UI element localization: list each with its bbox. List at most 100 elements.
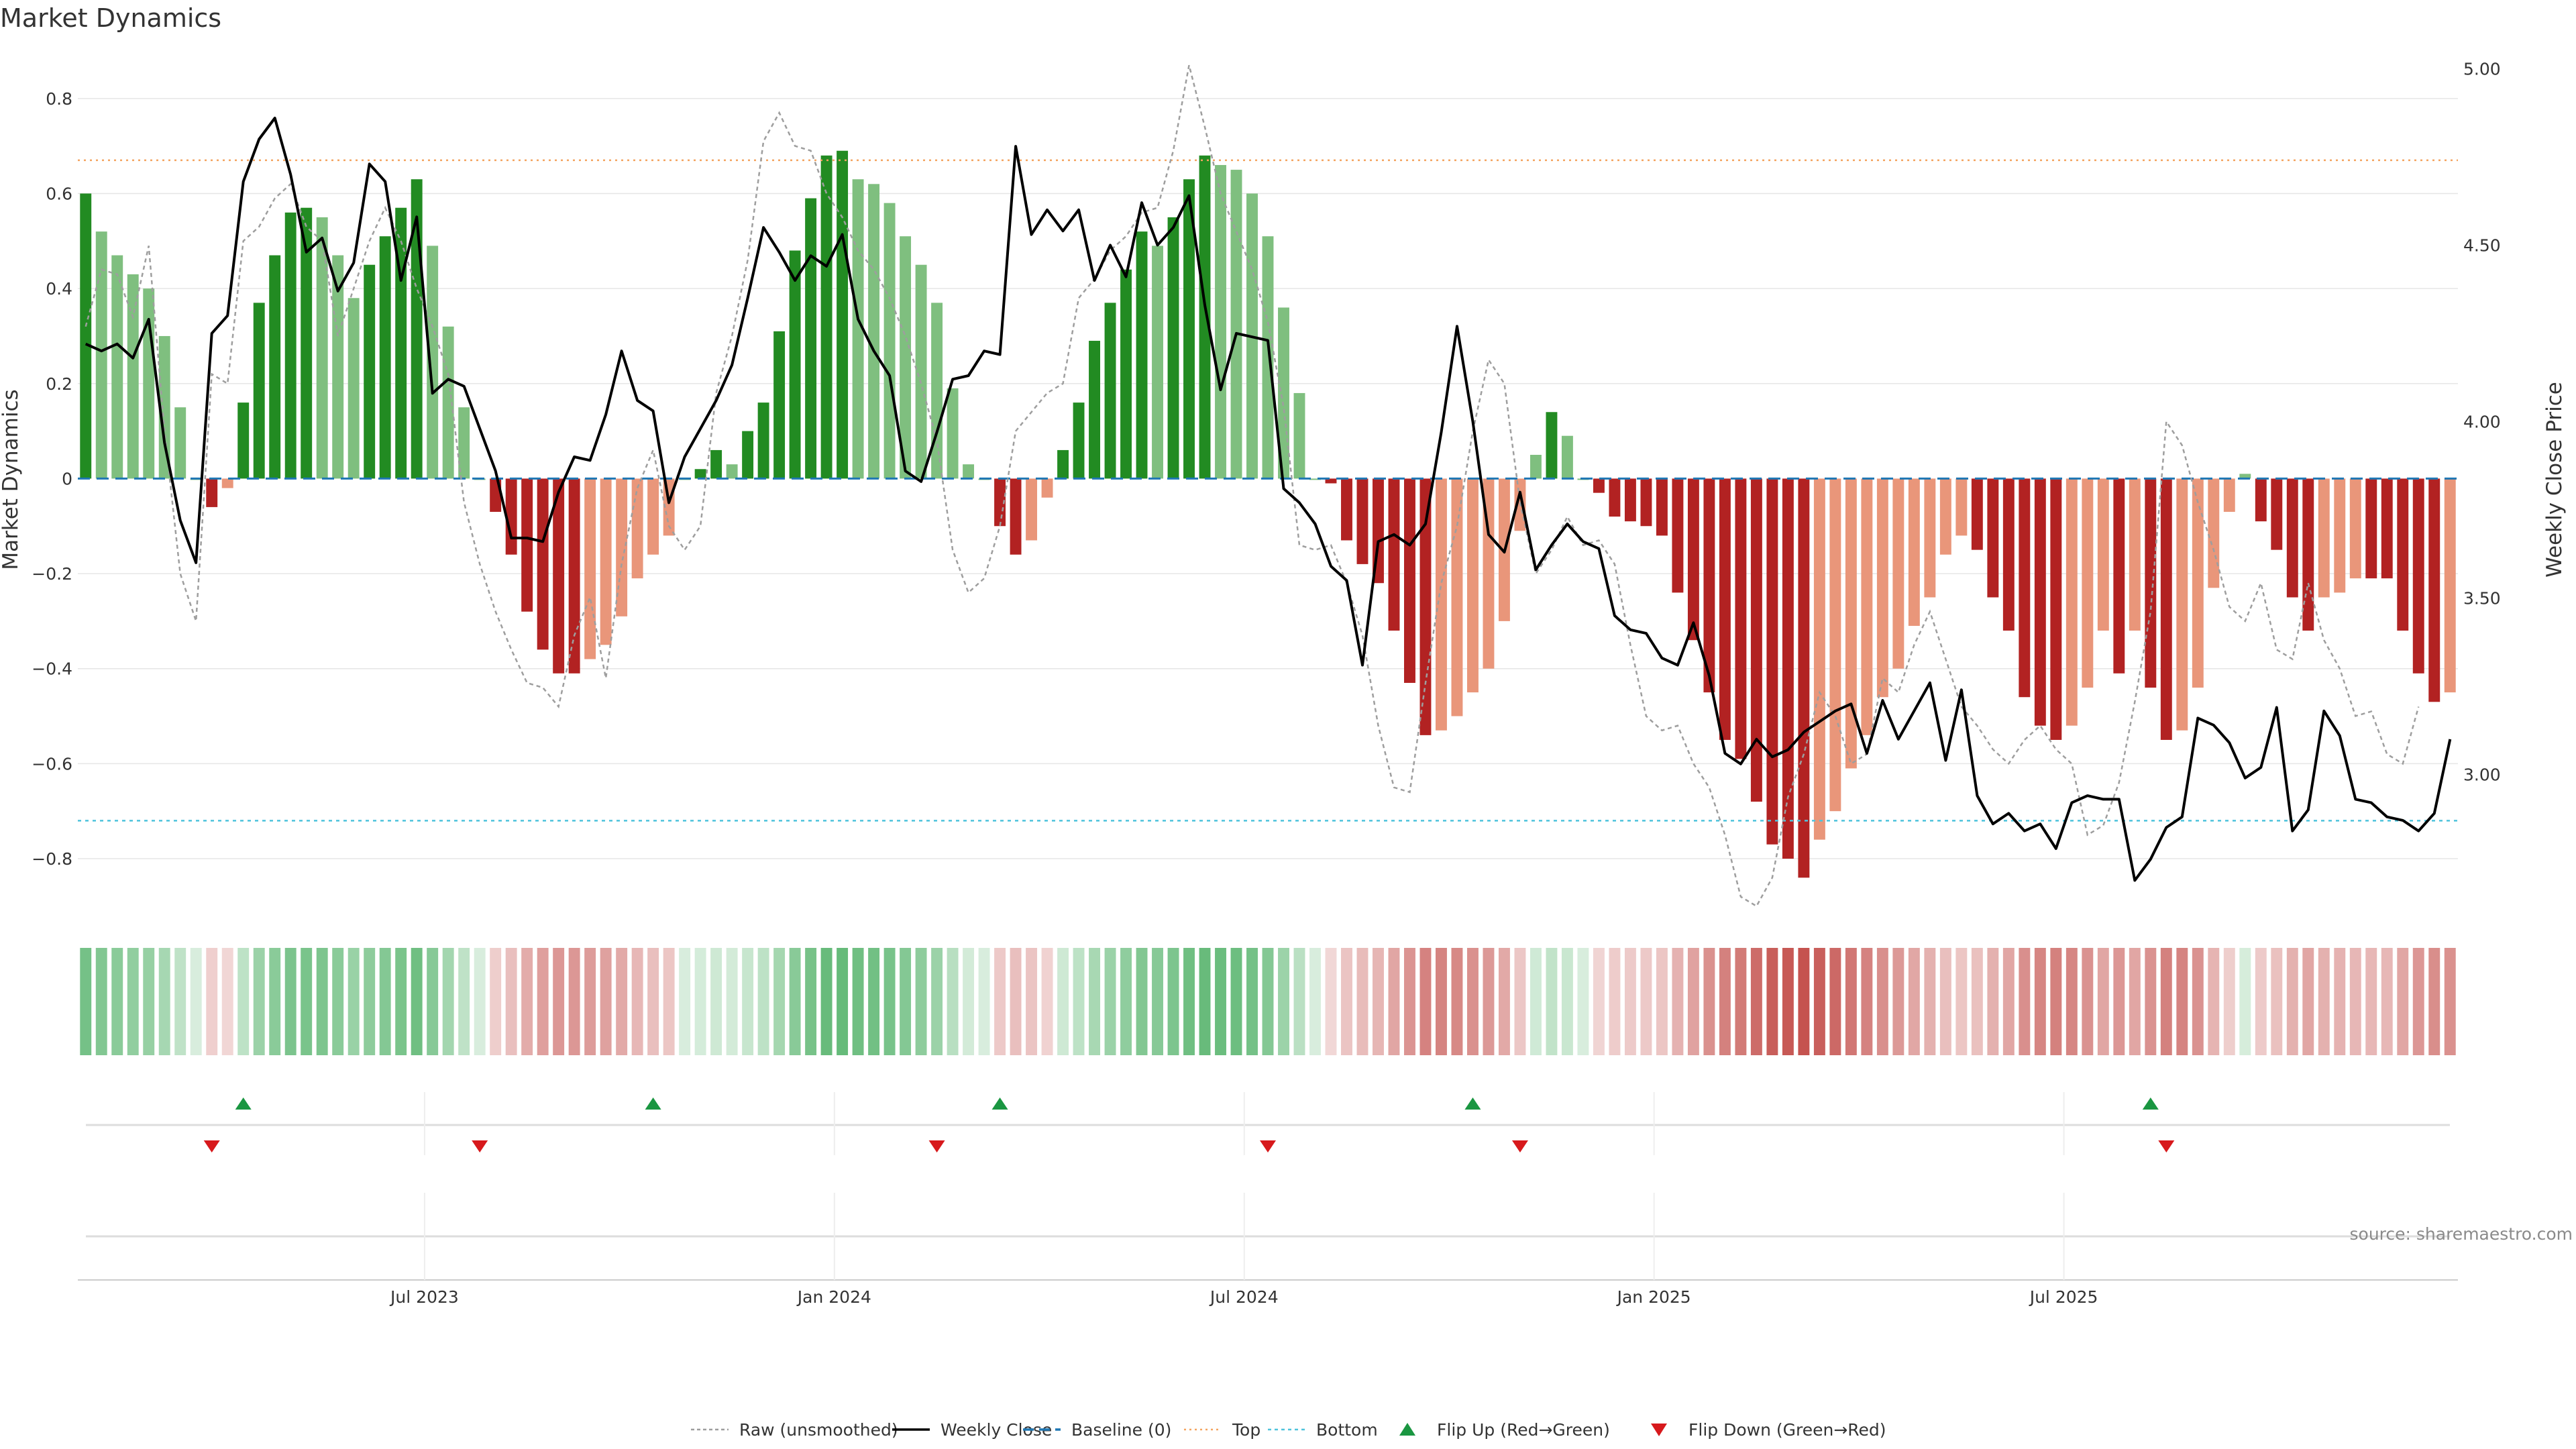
heat-cell: [2271, 948, 2283, 1055]
dynamics-bar: [1908, 478, 1920, 626]
legend-item: Top: [1184, 1420, 1260, 1440]
heat-cell: [505, 948, 517, 1055]
heat-cell: [537, 948, 549, 1055]
dynamics-bar: [2349, 478, 2361, 579]
dynamics-bar: [458, 407, 470, 479]
heat-cell: [1356, 948, 1368, 1055]
dynamics-bar: [1719, 478, 1731, 740]
y2-tick-label: 3.00: [2463, 765, 2501, 785]
heat-cell: [868, 948, 880, 1055]
dynamics-bar: [1561, 435, 1573, 479]
flip-down-marker: [1260, 1140, 1276, 1152]
heat-cell: [1404, 948, 1415, 1055]
dynamics-bar: [1215, 164, 1226, 479]
dynamics-bar: [1876, 478, 1888, 698]
dynamics-bar: [537, 478, 549, 650]
heat-strip: [80, 948, 2456, 1055]
dynamics-bar: [1325, 478, 1337, 484]
heat-cell: [1278, 948, 1289, 1055]
flip-down-marker: [203, 1140, 220, 1152]
legend-item: Baseline (0): [1023, 1420, 1171, 1440]
heat-cell: [1656, 948, 1668, 1055]
heat-cell: [1183, 948, 1195, 1055]
dynamics-bar: [2002, 478, 2015, 631]
legend-item: Raw (unsmoothed): [691, 1420, 898, 1440]
dynamics-bar: [80, 193, 92, 479]
heat-cell: [1609, 948, 1621, 1055]
heat-cell: [1152, 948, 1163, 1055]
heat-cell: [1672, 948, 1684, 1055]
dynamics-bar: [2444, 478, 2456, 693]
flip-up-marker: [235, 1097, 252, 1110]
heat-cell: [852, 948, 864, 1055]
heat-cell: [1529, 948, 1542, 1055]
heat-cell: [521, 948, 533, 1055]
dynamics-bar: [127, 274, 139, 479]
dynamics-bar: [1136, 231, 1148, 479]
heat-cell: [2113, 948, 2125, 1055]
heat-cell: [1924, 948, 1936, 1055]
dynamics-bar: [2318, 478, 2330, 598]
dynamics-bar: [2286, 478, 2298, 598]
dynamics-bar: [1293, 392, 1305, 479]
heat-cell: [1136, 948, 1148, 1055]
dynamics-bar: [174, 407, 186, 479]
heat-cell: [95, 948, 107, 1055]
heat-cell: [316, 948, 328, 1055]
heat-cell: [1766, 948, 1778, 1055]
heat-cell: [2444, 948, 2456, 1055]
series-lines: [85, 64, 2452, 908]
y-tick-label: −0.8: [32, 849, 72, 869]
heat-cell: [2334, 948, 2346, 1055]
legend-label: Bottom: [1316, 1420, 1378, 1440]
heat-cell: [2019, 948, 2031, 1055]
dynamics-bar: [2255, 478, 2267, 522]
heat-cell: [2412, 948, 2424, 1055]
heat-cell: [2428, 948, 2440, 1055]
heat-cell: [1215, 948, 1226, 1055]
heat-cell: [742, 948, 754, 1055]
dynamics-bar: [1230, 170, 1242, 479]
heat-cell: [2002, 948, 2015, 1055]
dynamics-bar: [2065, 478, 2078, 726]
dynamics-bar: [1703, 478, 1715, 693]
dynamics-bar: [694, 469, 706, 479]
dynamics-bar: [2381, 478, 2393, 579]
heat-cell: [2286, 948, 2298, 1055]
heat-cell: [1073, 948, 1085, 1055]
dynamics-bar: [301, 207, 313, 479]
heat-cell: [2223, 948, 2235, 1055]
flip-up-marker: [2142, 1097, 2159, 1110]
x-tick-label: Jan 2024: [796, 1287, 871, 1307]
dynamics-bar: [1120, 269, 1132, 479]
heat-cell: [2192, 948, 2204, 1055]
dynamics-bar: [2223, 478, 2235, 512]
heat-cell: [1876, 948, 1888, 1055]
heat-cell: [694, 948, 706, 1055]
heat-cell: [616, 948, 628, 1055]
dynamics-bar: [1609, 478, 1621, 517]
y-tick-label: 0: [62, 469, 72, 488]
heat-cell: [584, 948, 596, 1055]
heat-cell: [1104, 948, 1116, 1055]
heat-cell: [111, 948, 123, 1055]
dynamics-bar: [1057, 449, 1069, 479]
dynamics-bar: [1309, 478, 1321, 480]
dynamics-bar: [379, 236, 391, 479]
heat-cell: [600, 948, 612, 1055]
dynamics-bar: [442, 326, 454, 479]
heat-cell: [1829, 948, 1841, 1055]
heat-cell: [900, 948, 912, 1055]
legend-item: Bottom: [1268, 1420, 1378, 1440]
dynamics-bar: [1466, 478, 1479, 693]
dynamics-bar: [805, 198, 817, 479]
flip-down-marker: [928, 1140, 945, 1152]
dynamics-bar: [883, 203, 896, 479]
dynamics-bars: [80, 150, 2456, 878]
dynamics-bar: [1593, 478, 1605, 493]
dynamics-bar: [1955, 478, 1968, 536]
heat-cell: [994, 948, 1006, 1055]
raw-line: [85, 64, 2420, 908]
legend-label: Raw (unsmoothed): [739, 1420, 898, 1440]
dynamics-bar: [2365, 478, 2377, 579]
